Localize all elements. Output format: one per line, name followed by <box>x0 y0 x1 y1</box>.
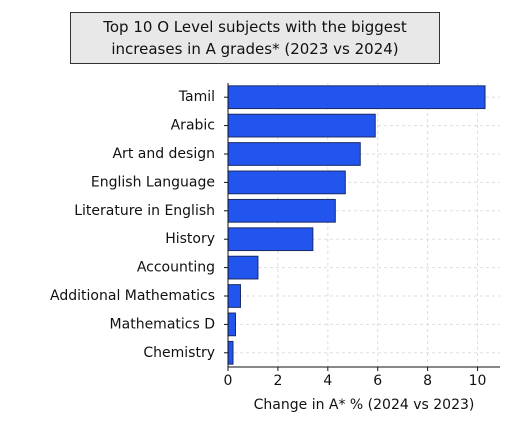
x-tick-label: 4 <box>323 373 332 389</box>
y-tick-label: History <box>165 231 215 247</box>
x-tick-label: 8 <box>423 373 432 389</box>
x-tick-label: 0 <box>224 373 233 389</box>
y-tick-label: Mathematics D <box>110 316 215 332</box>
y-tick-label: Art and design <box>112 146 215 162</box>
x-axis-label: Change in A* % (2024 vs 2023) <box>254 397 475 413</box>
bar <box>227 255 259 280</box>
x-tick-label: 6 <box>373 373 382 389</box>
bar <box>227 170 346 195</box>
chart-title: Top 10 O Level subjects with the biggest… <box>70 12 440 64</box>
y-tick-label: Literature in English <box>74 203 215 219</box>
x-tick-label: 10 <box>469 373 487 389</box>
bar <box>227 198 336 223</box>
y-tick-label: Tamil <box>178 89 215 105</box>
bar <box>227 312 236 337</box>
bar <box>227 113 376 138</box>
bar <box>227 85 486 110</box>
bar <box>227 227 314 252</box>
y-tick-label: Additional Mathematics <box>50 288 215 304</box>
bar <box>227 142 361 166</box>
y-tick-label: Chemistry <box>143 345 215 361</box>
y-tick-label: Arabic <box>171 118 215 134</box>
y-tick-label: Accounting <box>137 260 215 276</box>
bar <box>227 340 234 365</box>
bar <box>227 284 241 308</box>
y-tick-label: English Language <box>91 174 215 190</box>
x-tick-label: 2 <box>273 373 282 389</box>
